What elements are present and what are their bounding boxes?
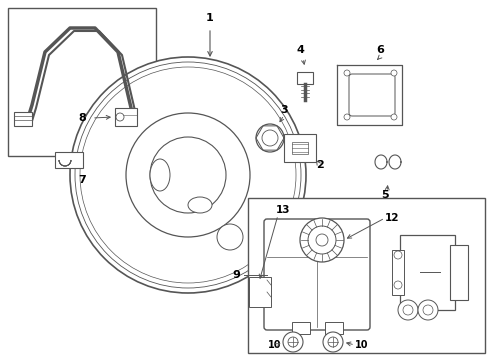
Circle shape bbox=[390, 70, 396, 76]
Circle shape bbox=[262, 130, 278, 146]
Bar bbox=[391, 250, 403, 295]
Text: 11: 11 bbox=[442, 267, 456, 277]
Bar bbox=[55, 152, 83, 168]
Circle shape bbox=[397, 300, 417, 320]
Text: 5: 5 bbox=[381, 190, 388, 200]
Circle shape bbox=[323, 332, 342, 352]
Circle shape bbox=[393, 281, 401, 289]
Bar bbox=[449, 245, 467, 300]
Bar bbox=[291, 322, 309, 334]
Text: 10: 10 bbox=[268, 340, 281, 350]
Text: 6: 6 bbox=[375, 45, 383, 55]
Circle shape bbox=[283, 332, 303, 352]
Text: 8: 8 bbox=[78, 113, 86, 123]
Text: 12: 12 bbox=[384, 213, 399, 223]
Circle shape bbox=[417, 300, 437, 320]
Text: 9: 9 bbox=[232, 270, 240, 280]
Circle shape bbox=[80, 67, 295, 283]
FancyBboxPatch shape bbox=[264, 219, 369, 330]
Circle shape bbox=[402, 305, 412, 315]
Circle shape bbox=[75, 62, 301, 288]
Text: 2: 2 bbox=[315, 160, 323, 170]
Circle shape bbox=[343, 114, 349, 120]
Bar bbox=[14, 112, 32, 126]
Bar bbox=[399, 235, 454, 310]
Circle shape bbox=[150, 137, 225, 213]
Circle shape bbox=[70, 57, 305, 293]
Circle shape bbox=[256, 124, 284, 152]
Text: 10: 10 bbox=[354, 340, 368, 350]
Text: 1: 1 bbox=[206, 13, 213, 23]
Circle shape bbox=[126, 113, 249, 237]
Text: 4: 4 bbox=[295, 45, 304, 55]
Circle shape bbox=[422, 305, 432, 315]
Circle shape bbox=[307, 226, 335, 254]
Bar bbox=[284, 134, 315, 162]
Circle shape bbox=[287, 337, 297, 347]
Circle shape bbox=[116, 113, 124, 121]
Ellipse shape bbox=[150, 159, 170, 191]
Text: 3: 3 bbox=[280, 105, 287, 115]
Circle shape bbox=[390, 114, 396, 120]
Bar bbox=[8, 8, 156, 156]
Bar bbox=[325, 322, 342, 334]
Circle shape bbox=[327, 337, 337, 347]
Bar bbox=[296, 72, 312, 84]
Bar bbox=[248, 277, 270, 307]
Bar bbox=[115, 108, 137, 126]
Bar bbox=[247, 198, 484, 353]
Circle shape bbox=[299, 218, 343, 262]
Text: 13: 13 bbox=[275, 205, 290, 215]
Ellipse shape bbox=[187, 197, 212, 213]
FancyBboxPatch shape bbox=[348, 74, 394, 116]
Bar bbox=[291, 142, 307, 154]
Circle shape bbox=[343, 70, 349, 76]
Text: 7: 7 bbox=[78, 175, 86, 185]
Circle shape bbox=[217, 224, 243, 250]
Circle shape bbox=[393, 251, 401, 259]
Circle shape bbox=[315, 234, 327, 246]
